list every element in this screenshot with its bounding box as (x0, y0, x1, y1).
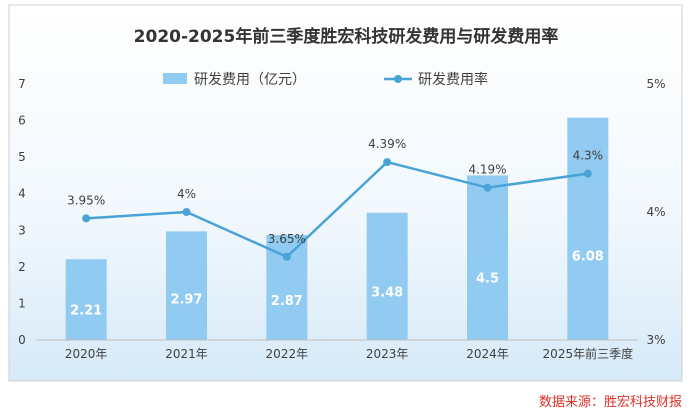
x-tick-label: 2020年 (65, 347, 108, 361)
bar-value-label: 2.87 (271, 294, 303, 309)
rate-value-label: 4% (177, 187, 196, 201)
bar (366, 212, 408, 340)
rate-point (483, 183, 492, 192)
left-tick-label: 7 (18, 77, 26, 91)
x-axis: 2020年 2021年 2022年 2023年 2024年 2025年前三季度 (65, 346, 633, 361)
left-tick-label: 3 (18, 223, 26, 237)
bar (65, 259, 107, 340)
x-tick-label: 2021年 (165, 347, 208, 361)
x-tick-label: 2025年前三季度 (543, 346, 634, 361)
bar (467, 175, 508, 340)
x-tick-label: 2023年 (366, 347, 409, 361)
bar-value-label: 3.48 (371, 286, 403, 301)
rate-point (182, 208, 191, 216)
bar (266, 235, 308, 340)
rate-value-label: 3.95% (67, 193, 105, 207)
bar-value-label: 4.5 (476, 271, 499, 286)
legend: 研发费用（亿元） 研发费用率 (163, 71, 488, 88)
rate-value-label: 4.39% (368, 137, 406, 151)
bar (166, 231, 207, 340)
left-tick-label: 0 (18, 333, 26, 347)
left-tick-label: 1 (18, 296, 26, 310)
right-tick-label: 5% (646, 77, 665, 91)
bar-value-label: 2.97 (170, 293, 202, 308)
source-note: 数据来源：胜宏科技财报 (539, 395, 682, 410)
chart-title: 2020-2025年前三季度胜宏科技研发费用与研发费用率 (134, 26, 559, 47)
left-tick-label: 5 (18, 150, 26, 164)
rate-value-label: 3.65% (268, 232, 306, 246)
rate-value-label: 4.3% (573, 149, 604, 163)
rate-line-series: 3.95% 4% 3.65% 4.39% 4.19% 4.3% (67, 137, 603, 261)
bar-value-label: 2.21 (70, 303, 102, 318)
rate-value-label: 4.19% (468, 163, 506, 177)
right-tick-label: 3% (646, 333, 665, 347)
bar (567, 117, 609, 340)
left-tick-label: 6 (18, 114, 26, 128)
bar-value-label: 6.08 (572, 250, 604, 265)
left-tick-label: 2 (18, 260, 26, 274)
bars: 2.21 2.97 2.87 3.48 4.5 6.08 (65, 117, 609, 340)
rate-point (383, 158, 392, 167)
rate-point (282, 252, 291, 261)
legend-line-label: 研发费用率 (418, 71, 488, 88)
rate-line (86, 160, 589, 259)
rate-point (583, 169, 592, 178)
right-tick-label: 4% (646, 205, 665, 219)
rate-point (82, 214, 91, 223)
left-tick-label: 4 (18, 187, 26, 201)
legend-bar-swatch (163, 73, 187, 84)
x-tick-label: 2024年 (466, 347, 509, 361)
legend-bar-label: 研发费用（亿元） (194, 72, 306, 88)
right-axis: 3% 4% 5% (646, 77, 665, 347)
left-axis: 0 1 2 3 4 5 6 7 (18, 77, 26, 347)
x-tick-label: 2022年 (266, 347, 309, 361)
legend-line-marker (394, 75, 402, 83)
